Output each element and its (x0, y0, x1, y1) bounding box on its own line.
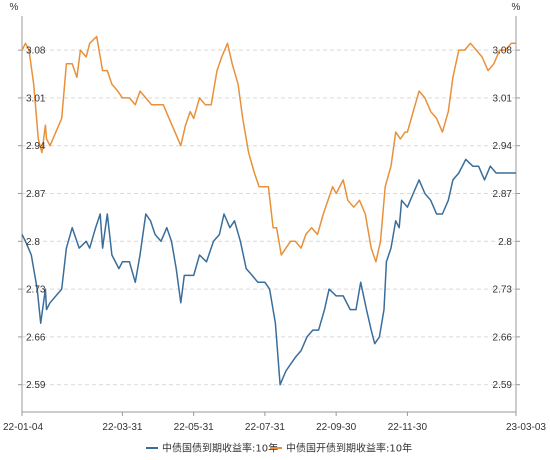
y-tick-label-right: 2.66 (493, 332, 513, 343)
tick-labels: 2.59 2.59 2.66 2.66 2.73 2.73 2.8 2.8 2.87 2.87 2.… (3, 46, 546, 433)
y-tick-label-left: 2.87 (26, 189, 46, 200)
y-tick-label-right: 2.59 (493, 380, 513, 391)
y-tick-label-right: 2.8 (498, 237, 512, 248)
y-tick-label-left: 2.73 (26, 285, 46, 296)
legend-item-cdb: 中债国开债到期收益率:10年 (270, 442, 412, 455)
gridlines (22, 49, 516, 386)
x-tick-label: 22-07-31 (245, 422, 285, 433)
y-tick-label-left: 3.01 (26, 93, 46, 104)
y-tick-label-right: 2.73 (493, 285, 513, 296)
legend: 中债国债到期收益率:10年 中债国开债到期收益率:10年 (146, 442, 412, 455)
x-tick-label: 22-05-31 (174, 422, 214, 433)
legend-item-cgb: 中债国债到期收益率:10年 (146, 442, 278, 455)
x-tick-label: 22-03-31 (102, 422, 142, 433)
legend-label-cgb: 中债国债到期收益率:10年 (162, 442, 278, 455)
y-tick-label-left: 2.66 (26, 332, 46, 343)
axes (18, 16, 520, 416)
y-tick-label-left: 2.59 (26, 380, 46, 391)
y-tick-label-right: 2.87 (493, 189, 513, 200)
y-tick-label-left: 2.94 (26, 141, 46, 152)
series-line-cdb (21, 35, 516, 263)
x-tick-label: 23-03-03 (506, 422, 546, 433)
x-tick-label: 22-01-04 (3, 422, 43, 433)
x-tick-label: 22-11-30 (388, 422, 428, 433)
y-tick-label-left: 2.8 (26, 237, 40, 248)
series-lines (21, 35, 516, 386)
right-axis-unit: % (512, 2, 521, 13)
x-tick-label: 22-09-30 (316, 422, 356, 433)
left-axis-unit: % (10, 2, 19, 13)
legend-label-cdb: 中债国开债到期收益率:10年 (286, 442, 412, 455)
y-tick-label-right: 3.08 (493, 46, 513, 57)
y-tick-label-right: 3.01 (493, 93, 513, 104)
y-tick-label-left: 3.08 (26, 46, 46, 57)
y-tick-label-right: 2.94 (493, 141, 513, 152)
series-line-cgb (21, 158, 516, 386)
